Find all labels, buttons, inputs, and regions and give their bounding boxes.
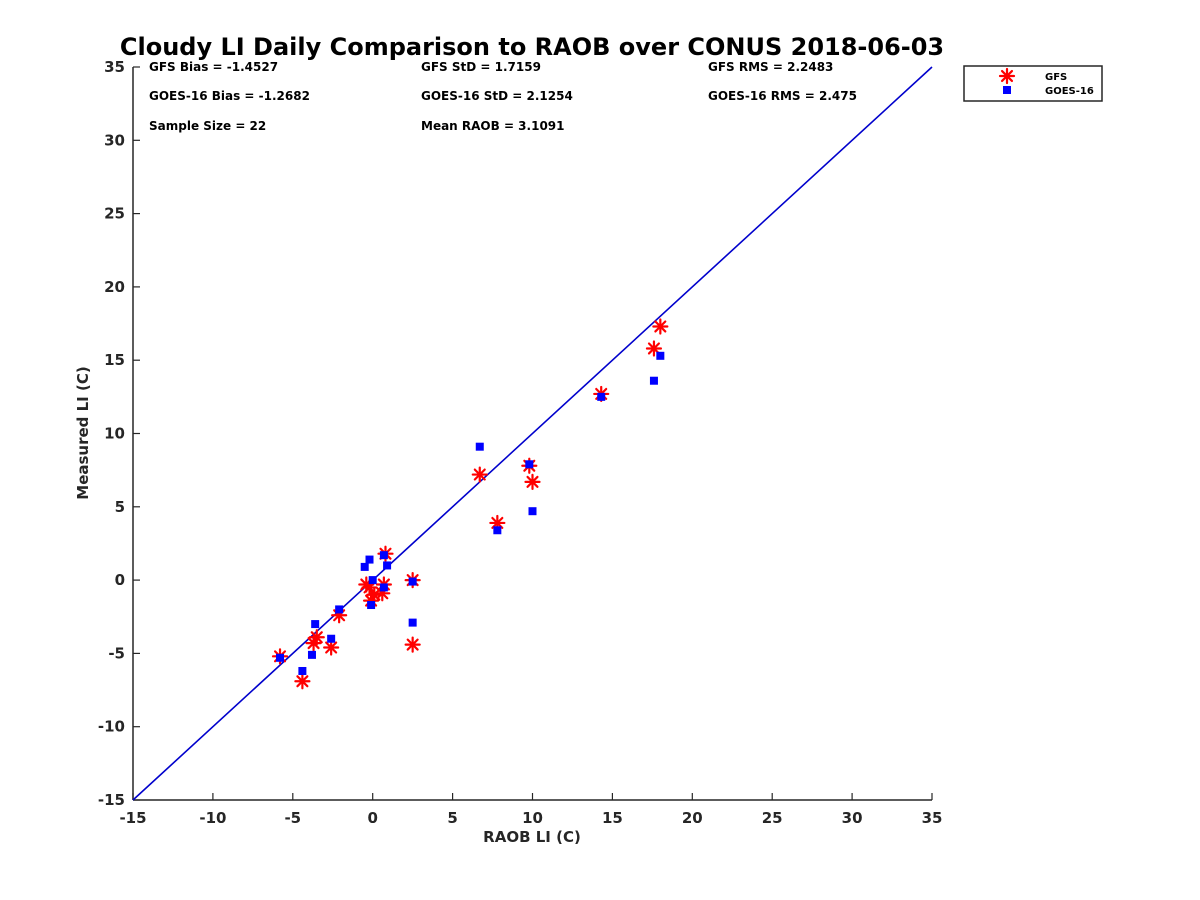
x-tick-label: -5 — [284, 809, 301, 827]
legend-gfs-marker — [998, 67, 1016, 85]
goes-point — [649, 376, 658, 385]
x-tick-label: 5 — [447, 809, 457, 827]
y-axis-label: Measured LI (C) — [74, 366, 92, 499]
goes-point — [383, 561, 392, 570]
goes-std-text: GOES-16 StD = 2.1254 — [421, 89, 573, 103]
gfs-point — [645, 340, 663, 357]
goes-point — [525, 460, 534, 469]
gfs-point — [471, 466, 488, 483]
x-tick-label: -10 — [199, 809, 226, 827]
y-tick-label: -15 — [98, 791, 125, 809]
legend-box — [963, 65, 1103, 102]
x-tick-label: 25 — [762, 809, 783, 827]
y-tick-label: 20 — [104, 278, 125, 296]
goes-point — [360, 562, 369, 571]
goes-point — [307, 650, 316, 659]
goes-bias-text: GOES-16 Bias = -1.2682 — [149, 89, 310, 103]
goes-point — [367, 601, 376, 610]
y-tick-label: 0 — [115, 571, 125, 589]
y-tick-label: -5 — [108, 644, 125, 662]
y-tick-label: 10 — [104, 425, 125, 443]
goes-point — [368, 576, 377, 585]
legend-goes-marker — [1003, 86, 1011, 94]
goes-point — [656, 351, 665, 360]
goes-point — [298, 666, 307, 675]
chart-title: Cloudy LI Daily Comparison to RAOB over … — [120, 33, 944, 61]
y-tick-label: 5 — [115, 498, 125, 516]
legend-gfs-asterisk — [998, 67, 1016, 85]
ticks: -15 -10 -5 0 5 10 15 20 25 30 35 -15 -10 -5 0 5 10 15 20 25… — [98, 58, 943, 827]
x-tick-label: -15 — [119, 809, 146, 827]
x-tick-label: 0 — [367, 809, 377, 827]
x-tick-label: 15 — [602, 809, 623, 827]
data-points — [271, 318, 669, 690]
x-tick-label: 30 — [842, 809, 863, 827]
reference-line — [132, 66, 933, 801]
gfs-point — [323, 639, 340, 656]
legend: GFS GOES-16 — [963, 65, 1103, 102]
goes-point — [379, 551, 388, 560]
gfs-bias-text: GFS Bias = -1.4527 — [149, 60, 278, 74]
goes-point — [311, 620, 320, 629]
x-axis-label: RAOB LI (C) — [483, 828, 581, 846]
gfs-point — [294, 673, 311, 690]
gfs-std-text: GFS StD = 1.7159 — [421, 60, 541, 74]
goes-point — [327, 634, 336, 643]
gfs-point — [404, 636, 421, 653]
goes-point — [528, 507, 537, 516]
goes-point — [475, 442, 484, 451]
goes-point — [408, 577, 417, 586]
goes-point — [408, 618, 417, 627]
y-tick-label: 30 — [104, 131, 125, 149]
gfs-point — [361, 579, 378, 596]
gfs-point — [308, 629, 325, 646]
y-tick-label: 15 — [104, 351, 125, 369]
x-tick-label: 10 — [522, 809, 543, 827]
legend-gfs-label: GFS — [1045, 72, 1067, 83]
x-tick-label: 20 — [682, 809, 703, 827]
goes-point — [365, 555, 374, 564]
gfs-rms-text: GFS RMS = 2.2483 — [708, 60, 833, 74]
y-tick-label: 35 — [104, 58, 125, 76]
gfs-point — [524, 473, 541, 490]
y-tick-label: 25 — [104, 205, 125, 223]
legend-goes-label: GOES-16 — [1045, 86, 1094, 97]
x-tick-label: 35 — [922, 809, 943, 827]
goes-point — [276, 653, 285, 662]
goes-point — [493, 526, 502, 535]
y-tick-label: -10 — [98, 718, 125, 736]
mean-raob-text: Mean RAOB = 3.1091 — [421, 119, 565, 133]
gfs-point — [652, 318, 669, 335]
goes-rms-text: GOES-16 RMS = 2.475 — [708, 89, 857, 103]
stats-block: GFS Bias = -1.4527 GFS StD = 1.7159 GFS … — [149, 60, 857, 133]
goes-point — [379, 583, 388, 592]
goes-point — [597, 392, 606, 401]
goes-point — [335, 605, 344, 614]
sample-size-text: Sample Size = 22 — [149, 119, 266, 133]
